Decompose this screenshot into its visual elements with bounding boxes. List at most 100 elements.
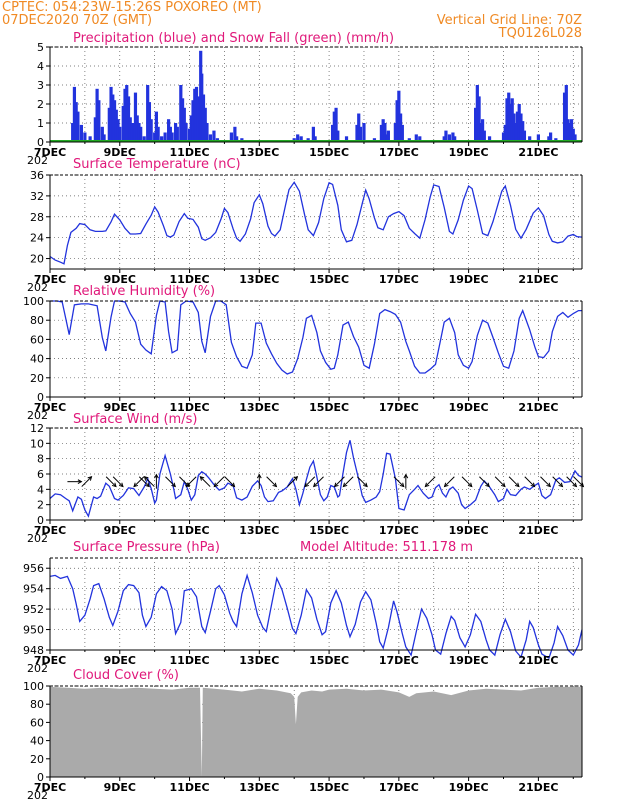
y-tick-label: 2	[37, 499, 44, 512]
wind-arrow-shaft	[334, 476, 345, 487]
precip-bar	[184, 123, 188, 142]
precip-bar	[88, 136, 92, 142]
wind-arrow-head	[467, 482, 473, 488]
precip-bar	[100, 126, 104, 142]
panel-stack: Precipitation (blue) and Snow Fall (gree…	[23, 31, 585, 800]
wind-arrow	[185, 476, 197, 488]
wind-arrow-head	[333, 482, 339, 488]
wind-arrow-head	[530, 482, 536, 488]
precip-bar	[79, 124, 83, 142]
precip-bar	[137, 123, 141, 142]
precip-bar	[510, 98, 514, 142]
x-tick-label: 11DEC	[170, 146, 210, 159]
precip-bar	[154, 111, 158, 142]
precip-bar	[170, 132, 174, 142]
wind-arrow-head	[87, 476, 93, 481]
wind-arrow-shaft	[186, 476, 197, 487]
x-tick-label: 19DEC	[449, 781, 489, 794]
precip-bar	[479, 123, 483, 142]
x-tick-label: 15DEC	[309, 401, 349, 414]
y-tick-label: 80	[30, 698, 44, 711]
x-tick-label: 9DEC	[104, 273, 136, 286]
x-tick-label: 21DEC	[518, 146, 558, 159]
x-tick-label: 13DEC	[239, 146, 279, 159]
wind-arrow	[552, 476, 564, 488]
x-tick-label: 15DEC	[309, 654, 349, 667]
x-tick-label: 11DEC	[170, 273, 210, 286]
x-tick-label: 17DEC	[379, 781, 419, 794]
x-tick-label: 9DEC	[104, 146, 136, 159]
wind-arrow	[403, 473, 409, 489]
wind-arrow-shaft	[343, 476, 354, 487]
wind-arrow	[81, 476, 93, 487]
wind-arrow	[540, 476, 552, 488]
y-tick-label: 40	[30, 353, 44, 366]
y-tick-label: 950	[23, 624, 44, 637]
precip-bar	[116, 119, 120, 142]
x-tick-label: 19DEC	[449, 401, 489, 414]
y-tick-label: 948	[23, 644, 44, 657]
wind-arrow	[287, 476, 299, 487]
x-tick-label: 19DEC	[449, 273, 489, 286]
precip-bar	[442, 136, 446, 142]
precip-bar	[212, 130, 216, 142]
y-tick-label: 60	[30, 716, 44, 729]
y-tick-label: 10	[30, 437, 44, 450]
precip-bar	[76, 111, 80, 142]
temp-line	[49, 181, 583, 265]
precip-bar	[451, 132, 455, 142]
wind-arrow-head	[579, 482, 585, 488]
wind-arrow	[112, 476, 124, 488]
wind-arrow-head	[154, 473, 159, 479]
wind-arrow	[479, 476, 490, 488]
run-timestamp: 07DEC2020 70Z (GMT)	[2, 13, 152, 28]
x-tick-label: 17DEC	[379, 654, 419, 667]
precip-bar	[508, 104, 513, 142]
wind-arrow	[199, 476, 211, 487]
y-tick-label: 40	[30, 735, 44, 748]
wind-arrow-shaft	[424, 476, 436, 487]
y-tick-label: 80	[30, 314, 44, 327]
axis-year: 202	[27, 532, 48, 545]
precip-bar	[74, 102, 78, 142]
precip-bar	[180, 98, 185, 142]
precip-bar	[296, 134, 300, 142]
precip-bar	[528, 136, 532, 142]
y-tick-label: 100	[23, 680, 44, 693]
precip-bar	[357, 113, 361, 142]
y-tick-label: 2	[37, 98, 44, 111]
precip-bar	[160, 136, 164, 142]
x-tick-label: 11DEC	[170, 524, 210, 537]
precip-bar	[193, 88, 197, 142]
panel-title: Relative Humidity (%)	[73, 284, 215, 299]
precip-bar	[229, 132, 234, 142]
x-tick-label: 7DEC	[34, 654, 66, 667]
panel-title: Cloud Cover (%)	[73, 668, 179, 683]
wind-arrow-shaft	[287, 476, 298, 487]
wind-arrow-shaft	[540, 476, 551, 487]
precip-bar	[521, 121, 525, 142]
precip-bar	[189, 115, 193, 142]
precip-bar	[474, 107, 478, 142]
x-tick-label: 9DEC	[104, 401, 136, 414]
precip-bar	[147, 102, 152, 142]
wind-arrow-shaft	[224, 476, 235, 487]
precip-bar	[573, 134, 577, 142]
panel-pressure: Surface Pressure (hPa) Model Altitude: 51…	[23, 540, 583, 675]
y-tick-label: 956	[23, 562, 44, 575]
precip-bar	[547, 136, 551, 142]
y-tick-label: 4	[37, 483, 44, 496]
precip-bar	[142, 136, 146, 142]
precip-bar	[97, 100, 101, 142]
wind-arrow	[312, 476, 324, 488]
y-tick-label: 3	[37, 79, 44, 92]
wind-arrow	[356, 476, 368, 488]
wind-arrow-shaft	[461, 476, 473, 487]
precip-bar	[179, 85, 183, 142]
precip-bar	[235, 136, 239, 142]
precip-bar	[203, 107, 207, 142]
wind-arrow-head	[546, 482, 552, 488]
y-tick-label: 28	[30, 211, 44, 224]
wind-arrow	[133, 476, 145, 488]
